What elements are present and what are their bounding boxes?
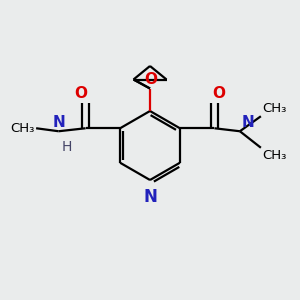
Text: CH₃: CH₃ (262, 102, 287, 115)
Text: N: N (242, 115, 254, 130)
Text: H: H (61, 140, 72, 154)
Text: O: O (144, 72, 157, 87)
Text: CH₃: CH₃ (10, 122, 34, 135)
Text: N: N (143, 188, 157, 206)
Text: CH₃: CH₃ (262, 149, 287, 162)
Text: O: O (212, 86, 225, 101)
Text: N: N (52, 115, 65, 130)
Text: O: O (75, 86, 88, 101)
